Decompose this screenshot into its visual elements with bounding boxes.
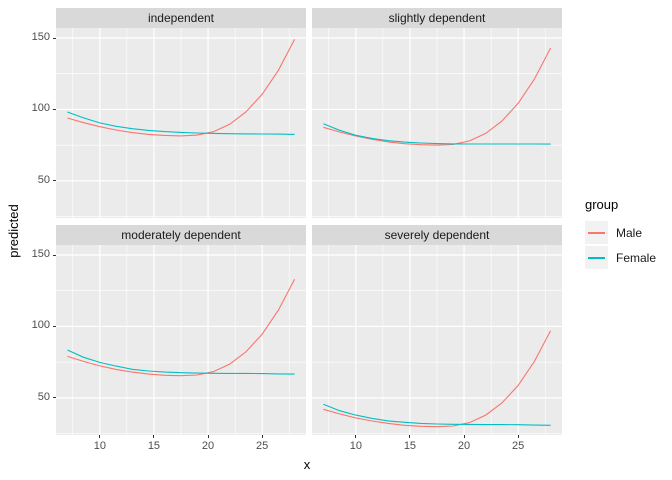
x-tick-label: 10 <box>349 440 362 452</box>
line-female <box>323 403 551 426</box>
y-axis-title: predicted <box>6 204 21 258</box>
legend-title: group <box>585 197 619 212</box>
y-tick-mark <box>53 397 56 399</box>
male-line-swatch-icon <box>588 231 605 234</box>
y-tick-label: 100 <box>31 102 50 115</box>
x-tick-mark <box>207 435 209 438</box>
facet-panel-independent <box>56 28 306 218</box>
x-tick-mark <box>355 435 357 438</box>
y-tick-label: 100 <box>31 319 50 332</box>
legend-entry-male: Male <box>585 221 656 244</box>
legend-entry-female: Female <box>585 246 656 269</box>
facet-panel-moderately-dependent <box>56 245 306 435</box>
line-female <box>323 123 551 145</box>
facet-strip-moderately-dependent: moderately dependent <box>56 225 306 245</box>
y-tick-mark <box>53 37 56 39</box>
x-tick-mark <box>463 435 465 438</box>
facet-strip-label: independent <box>147 11 215 25</box>
y-tick-mark <box>53 254 56 256</box>
x-tick-mark <box>517 435 519 438</box>
legend: group Male Female <box>585 197 656 271</box>
legend-key-male <box>585 221 608 244</box>
x-tick-label: 25 <box>256 440 269 452</box>
facet-strip-label: slightly dependent <box>388 11 486 25</box>
line-male <box>323 330 552 428</box>
female-line-swatch-icon <box>588 256 605 259</box>
x-tick-mark <box>99 435 101 438</box>
x-tick-mark <box>153 435 155 438</box>
line-male <box>323 47 552 146</box>
x-tick-label: 20 <box>201 440 215 452</box>
facet-panel-slightly-dependent <box>312 28 562 218</box>
y-tick-label: 150 <box>31 248 50 260</box>
facet-strip-label: moderately dependent <box>121 228 241 242</box>
legend-key-female <box>585 246 608 269</box>
line-male <box>67 39 296 137</box>
facet-strip-independent: independent <box>56 8 306 28</box>
y-tick-mark <box>53 180 56 182</box>
x-axis-title: x <box>303 457 311 472</box>
y-tick-label: 150 <box>31 31 50 43</box>
y-tick-mark <box>53 108 56 110</box>
line-female <box>67 111 295 135</box>
x-tick-mark <box>409 435 411 438</box>
facet-strip-severely-dependent: severely dependent <box>312 225 562 245</box>
x-tick-label: 10 <box>93 440 106 452</box>
y-tick-mark <box>53 325 56 327</box>
x-tick-label: 20 <box>457 440 471 452</box>
x-tick-label: 25 <box>512 440 525 452</box>
facet-strip-label: severely dependent <box>384 228 490 242</box>
line-female <box>67 349 295 375</box>
line-male <box>67 279 296 377</box>
facet-panel-severely-dependent <box>312 245 562 435</box>
y-tick-label: 50 <box>37 173 50 186</box>
y-tick-label: 50 <box>37 390 50 403</box>
x-tick-label: 15 <box>403 440 417 452</box>
x-tick-mark <box>261 435 263 438</box>
x-tick-label: 15 <box>147 440 161 452</box>
facet-strip-slightly-dependent: slightly dependent <box>312 8 562 28</box>
legend-label-female: Female <box>616 250 657 265</box>
legend-label-male: Male <box>616 225 643 240</box>
